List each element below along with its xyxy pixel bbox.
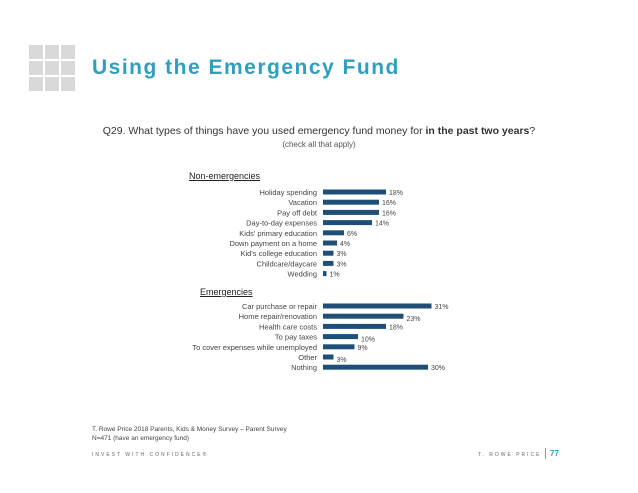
bar: [323, 313, 404, 319]
value-label: 6%: [347, 231, 357, 238]
bar: [323, 344, 355, 350]
footer-divider: [545, 448, 546, 459]
value-label: 18%: [389, 190, 403, 197]
category-label: Vacation: [288, 198, 317, 207]
logo-grid-icon: [29, 45, 75, 91]
bar: [323, 240, 337, 246]
category-label: Down payment on a home: [229, 239, 317, 248]
category-label: Kids' primary education: [239, 229, 317, 238]
bar: [323, 199, 379, 205]
category-label: Kid's college education: [241, 249, 317, 258]
value-label: 3%: [337, 251, 347, 258]
category-label: Wedding: [288, 270, 317, 279]
group-label-non-emergencies: Non-emergencies: [189, 171, 261, 181]
category-label: To pay taxes: [275, 333, 317, 342]
value-label: 16%: [382, 210, 396, 217]
group-label-emergencies: Emergencies: [200, 287, 253, 297]
value-label: 30%: [431, 365, 445, 372]
category-label: Health care costs: [259, 322, 317, 331]
bar: [323, 364, 428, 370]
category-label: Childcare/daycare: [257, 259, 317, 268]
bar: [323, 189, 386, 195]
bar: [323, 250, 334, 256]
bar: [323, 354, 334, 360]
bar: [323, 230, 344, 236]
category-label: To cover expenses while unemployed: [192, 343, 317, 352]
value-label: 4%: [340, 241, 350, 248]
value-label: 10%: [361, 337, 375, 344]
survey-question: Q29. What types of things have you used …: [0, 125, 638, 137]
value-label: 16%: [382, 200, 396, 207]
question-suffix: ?: [529, 125, 536, 137]
value-label: 31%: [435, 304, 449, 311]
value-label: 23%: [407, 316, 421, 323]
category-label: Day-to-day expenses: [246, 219, 317, 228]
question-prefix: Q29. What types of things have you used …: [102, 125, 426, 137]
category-label: Holiday spending: [259, 188, 317, 197]
bar: [323, 334, 358, 340]
bar: [323, 209, 379, 215]
value-label: 1%: [330, 272, 340, 279]
value-label: 14%: [375, 221, 389, 228]
category-label: Home repair/renovation: [239, 312, 317, 321]
question-subtitle: (check all that apply): [282, 140, 356, 149]
bar: [323, 220, 372, 226]
bar: [323, 323, 386, 329]
value-label: 9%: [358, 345, 368, 352]
page-title: Using the Emergency Fund: [92, 56, 400, 79]
value-label: 3%: [337, 357, 347, 364]
footer-brand: T. ROWE PRICE: [478, 452, 542, 458]
value-label: 18%: [389, 324, 403, 331]
bar: [323, 271, 327, 277]
question-emphasis: in the past two years: [425, 125, 530, 137]
bar: [323, 303, 432, 309]
bar: [323, 260, 334, 266]
category-label: Nothing: [291, 363, 317, 372]
category-label: Car purchase or repair: [242, 302, 318, 311]
source-line-2: N=471 (have an emergency fund): [92, 435, 190, 442]
category-label: Pay off debt: [277, 208, 318, 217]
category-label: Other: [298, 353, 317, 362]
value-label: 3%: [337, 261, 347, 268]
source-line-1: T. Rowe Price 2018 Parents, Kids & Money…: [92, 426, 287, 433]
page-number: 77: [550, 449, 559, 458]
source-note: T. Rowe Price 2018 Parents, Kids & Money…: [92, 425, 287, 443]
footer-tagline: INVEST WITH CONFIDENCE®: [92, 452, 209, 458]
